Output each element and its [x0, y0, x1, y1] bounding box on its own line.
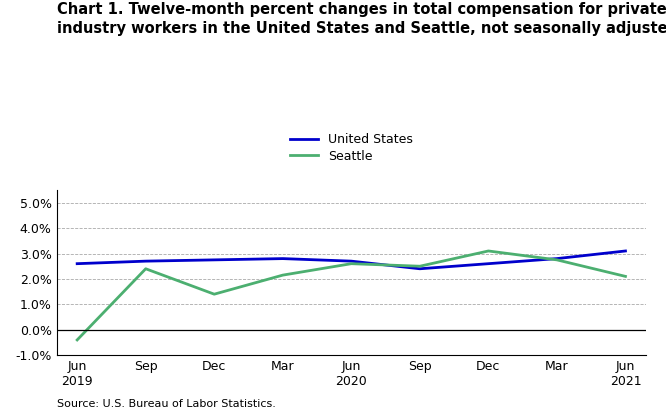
Seattle [142, 266, 150, 271]
United States [347, 259, 355, 263]
United States [484, 261, 492, 266]
United States [416, 266, 424, 271]
Seattle [73, 337, 81, 342]
Seattle [553, 257, 561, 262]
Seattle [210, 292, 218, 297]
Line: United States: United States [77, 251, 625, 269]
Line: Seattle: Seattle [77, 251, 625, 340]
United States [142, 259, 150, 263]
Seattle [484, 249, 492, 254]
Seattle [279, 273, 287, 278]
United States [621, 249, 629, 254]
Seattle [347, 261, 355, 266]
United States [210, 257, 218, 262]
Text: Chart 1. Twelve-month percent changes in total compensation for private
industry: Chart 1. Twelve-month percent changes in… [57, 2, 666, 36]
United States [279, 256, 287, 261]
Legend: United States, Seattle: United States, Seattle [290, 133, 412, 163]
United States [73, 261, 81, 266]
Seattle [416, 264, 424, 269]
Seattle [621, 274, 629, 279]
United States [553, 256, 561, 261]
Text: Source: U.S. Bureau of Labor Statistics.: Source: U.S. Bureau of Labor Statistics. [57, 399, 276, 409]
